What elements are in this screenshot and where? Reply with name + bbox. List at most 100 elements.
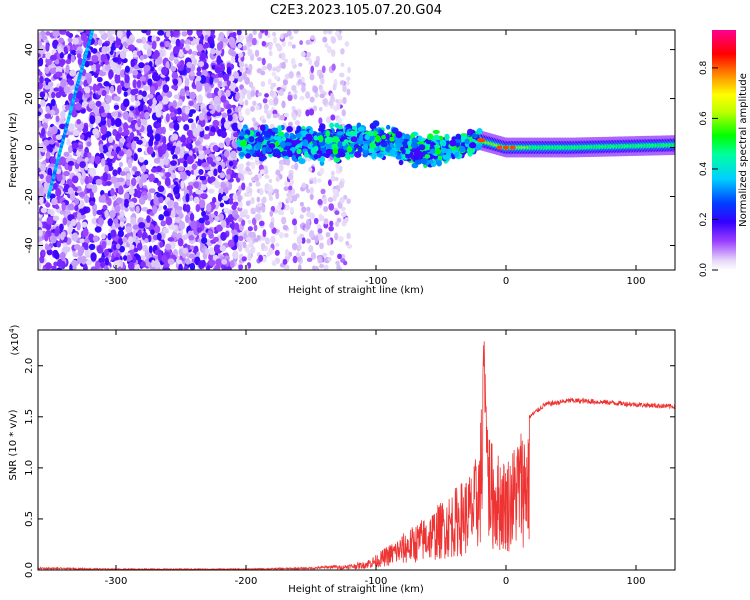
spectrogram-cell [63,170,70,177]
spectrogram-cell [237,105,242,113]
spectrogram-cell [306,238,311,244]
spectrogram-cell [46,248,53,256]
spectrogram-cell [49,67,57,75]
spectrogram-cell [67,160,75,166]
spectrogram-cell [171,172,176,180]
spectrogram-cell [213,168,218,177]
spectrogram-cell [334,210,340,216]
spectrogram-cell [188,253,195,259]
spectrogram-cell [71,232,79,242]
spectrogram-cell [289,206,294,214]
spectrogram-cell [279,33,284,40]
spectrogram-cell [256,57,262,62]
spectrogram-cell [196,75,202,82]
spectrogram-cell [122,98,130,108]
spectrogram-cell [346,232,351,238]
spectrogram-cell [38,229,43,237]
spectrogram-cell [44,262,52,270]
spectrogram-cell [223,207,230,214]
spectrogram-cell [247,219,252,224]
spectrogram-cell [320,188,326,195]
spectrogram-cell [225,89,231,97]
spectrogram-cell [143,159,149,166]
spectrogram-cell [165,76,170,82]
spectrogram-cell [41,127,46,137]
spectrogram-cell [74,162,80,170]
spectrogram-cell [113,218,119,225]
spectrogram-cell [239,66,244,73]
spectrogram-cell [232,160,238,166]
spectrogram-cell [297,264,302,270]
spectrogram-cell [41,35,48,41]
spectrogram-cell [247,192,253,197]
spectrogram-cell [340,48,345,55]
spectrogram-cell [268,178,273,184]
spectrogram-cell [148,245,153,254]
spectrogram-cell [101,134,107,141]
spectrogram-cell [309,73,315,81]
spectrogram-cell [248,182,253,187]
spectrogram-cell [299,40,303,46]
spectrogram-cell [92,235,99,243]
spectrogram-cell [247,171,253,176]
spectrogram-cell [314,59,320,68]
spectrogram-cell [96,76,103,83]
spectrogram-cell [291,106,296,111]
spectrogram-cell [109,36,114,42]
spectrogram-cell [256,202,263,208]
spectrogram-cell [313,176,317,185]
spectrogram-cell [93,115,101,124]
spectrogram-cell [155,110,162,118]
spectrogram-cell [254,49,260,57]
spectrogram-cell [173,45,180,55]
spectrogram-cell [88,233,95,242]
spectrogram-cell [306,188,311,194]
spectrogram-cell [217,164,223,174]
spectrogram-cell [221,37,229,43]
spectrogram-cell [221,258,228,265]
spectrogram-cell [77,57,83,66]
spectrogram-cell [436,159,442,167]
spectrogram-cell [39,195,44,206]
spectrogram-cell [273,36,277,44]
spectrogram-cell [241,88,247,96]
spectrogram-cell [114,223,121,228]
spectrogram-cell [362,143,369,151]
spectrogram-cell [45,31,51,36]
spectrogram-cell [94,155,101,165]
spectrogram-cell [184,39,191,45]
spectrogram-cell [318,236,324,241]
spectrogram-cell [301,182,307,189]
spectrogram-cell [76,221,81,231]
spectrogram-cell [226,103,233,110]
spectrogram-cell [291,218,298,226]
spectrogram-cell [112,57,119,63]
spectrogram-cell [284,233,289,238]
spectrogram-cell [201,162,210,168]
spectrogram-cell [80,32,87,42]
spectrogram-cell [198,153,205,160]
spectrogram-cell [381,134,386,140]
spectrogram-cell [346,198,351,205]
spectrogram-cell [215,224,224,232]
spectrogram-cell [38,53,41,58]
spectrogram-cell [243,192,249,197]
spectrogram-cell [219,245,226,252]
spectrogram-cell [159,41,166,47]
spectrogram-cell [42,122,48,130]
spectrogram-cell [233,71,239,79]
spectrogram-cell [132,263,140,270]
spectrogram-cell [261,197,266,204]
spectrogram-cell [209,30,215,36]
spectrogram-cell [217,90,222,97]
spectrogram-cell [75,102,82,111]
spectrogram-cell [239,84,244,90]
spectrogram-cell [467,151,473,157]
spectrogram-cell [236,30,242,36]
spectrogram-cell [249,149,255,155]
spectrogram-cell [161,95,169,105]
spectrogram-cell [330,49,336,57]
spectrogram-cell [242,45,247,51]
spectrogram-cell [272,31,277,37]
spectrogram-cell [279,114,285,121]
